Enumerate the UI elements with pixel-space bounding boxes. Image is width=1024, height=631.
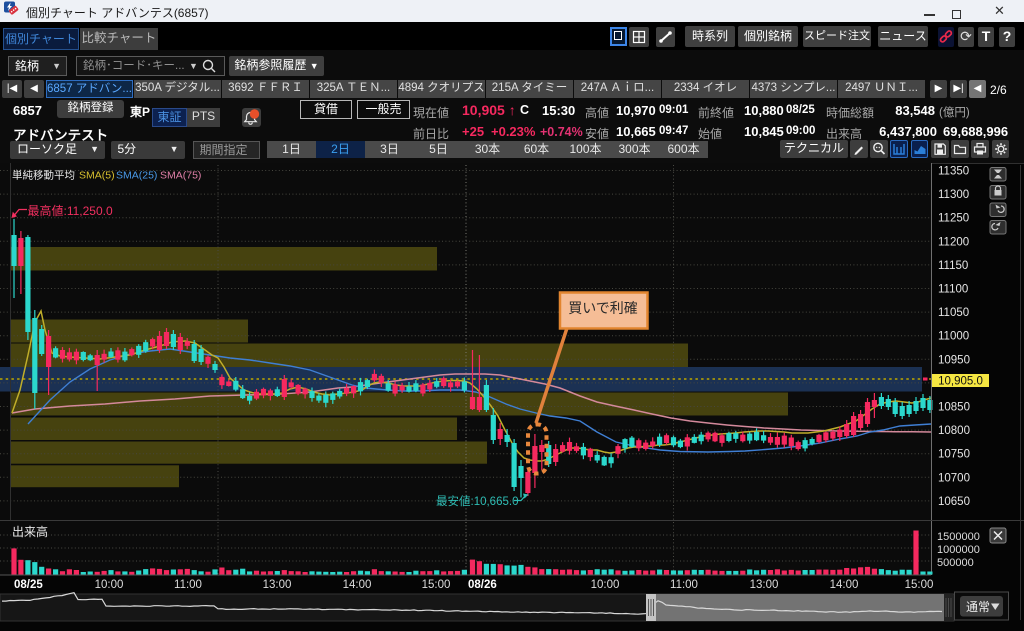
svg-text:単純移動平均: 単純移動平均: [12, 169, 75, 182]
svg-text:11:00: 11:00: [174, 579, 202, 591]
svg-text:SMA(5): SMA(5): [79, 170, 115, 182]
svg-text:08/26: 08/26: [468, 579, 497, 591]
svg-text:11350: 11350: [938, 166, 969, 178]
svg-text:14:00: 14:00: [830, 579, 859, 591]
svg-text:08/25: 08/25: [14, 579, 43, 591]
svg-text:10700: 10700: [938, 472, 970, 484]
svg-text:11050: 11050: [938, 307, 969, 319]
svg-text:10650: 10650: [938, 496, 970, 508]
svg-text:11100: 11100: [938, 284, 968, 296]
svg-text:10:00: 10:00: [591, 579, 620, 591]
svg-text:15:00: 15:00: [422, 579, 451, 591]
svg-text:11150: 11150: [938, 260, 968, 272]
svg-text:11300: 11300: [938, 189, 969, 201]
svg-text:SMA(25): SMA(25): [116, 170, 157, 182]
svg-text:11200: 11200: [938, 236, 969, 248]
svg-text:15:00: 15:00: [905, 579, 934, 591]
svg-text:11250: 11250: [938, 213, 969, 225]
svg-text:1000000: 1000000: [937, 544, 980, 556]
svg-text:10,905.0: 10,905.0: [938, 376, 983, 388]
svg-text:10750: 10750: [938, 449, 970, 461]
svg-text:1500000: 1500000: [937, 531, 980, 543]
svg-text:13:00: 13:00: [750, 579, 779, 591]
svg-text:最高値:11,250.0: 最高値:11,250.0: [28, 203, 113, 218]
svg-text:最安値:10,665.0: 最安値:10,665.0: [436, 494, 518, 508]
svg-text:買いで利確: 買いで利確: [568, 300, 638, 316]
svg-text:14:00: 14:00: [343, 579, 372, 591]
svg-text:13:00: 13:00: [263, 579, 292, 591]
svg-text:500000: 500000: [937, 557, 974, 569]
svg-text:10850: 10850: [938, 402, 970, 414]
svg-text:SMA(75): SMA(75): [160, 170, 201, 182]
svg-text:10800: 10800: [938, 425, 970, 437]
svg-text:11000: 11000: [938, 331, 969, 343]
svg-text:通常: 通常: [966, 600, 990, 614]
svg-text:11:00: 11:00: [670, 579, 698, 591]
svg-text:出来高: 出来高: [12, 524, 48, 539]
svg-text:10950: 10950: [938, 354, 970, 366]
svg-text:10:00: 10:00: [95, 579, 124, 591]
